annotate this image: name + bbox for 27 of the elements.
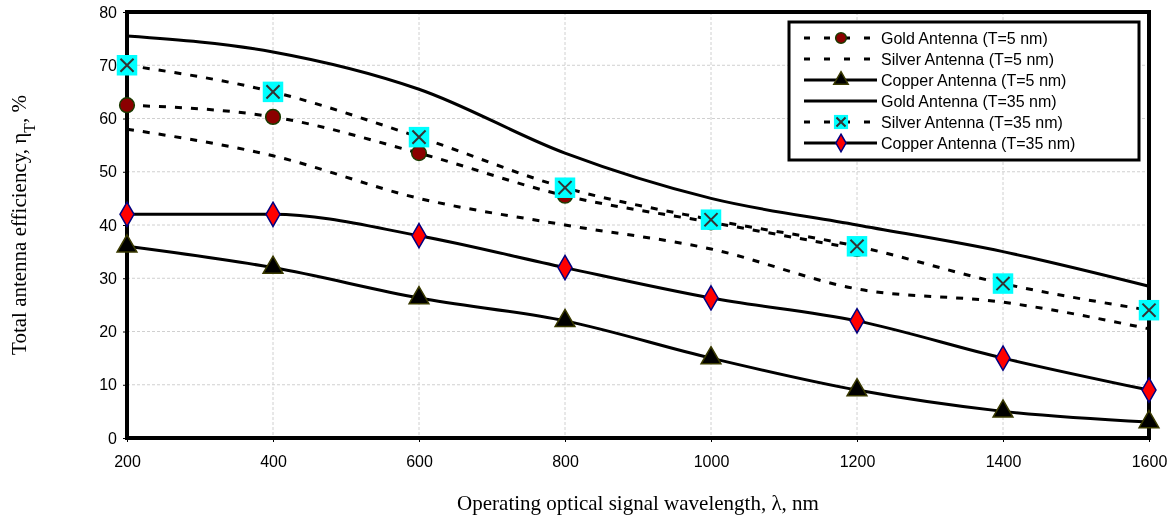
y-tick-label: 80	[99, 3, 118, 21]
legend-label: Copper Antenna (T=35 nm)	[881, 135, 1076, 152]
x-tick-label: 1200	[839, 453, 876, 471]
x-tick-label: 600	[406, 453, 433, 471]
point	[264, 108, 282, 125]
legend-label: Copper Antenna (T=5 nm)	[881, 72, 1067, 89]
y-tick-label: 50	[99, 163, 118, 181]
y-tick-label: 70	[99, 56, 118, 74]
y-tick-label: 0	[108, 429, 118, 447]
x-tick-label: 400	[260, 453, 287, 471]
x-tick-label: 800	[552, 453, 579, 471]
y-tick-label: 40	[99, 216, 118, 234]
x-tick-label: 200	[114, 453, 141, 471]
x-tick-label: 1600	[1131, 453, 1168, 471]
legend-label: Gold Antenna (T=35 nm)	[881, 93, 1057, 110]
legend-label: Silver Antenna (T=35 nm)	[881, 114, 1063, 131]
point	[118, 97, 136, 114]
y-tick-label: 30	[99, 269, 118, 287]
point	[410, 145, 428, 162]
y-tick-label: 60	[99, 110, 118, 128]
y-tick-label: 10	[99, 376, 118, 394]
x-tick-label: 1000	[693, 453, 730, 471]
x-axis-title: Operating optical signal wavelength, λ, nm	[457, 491, 819, 515]
legend-label: Silver Antenna (T=5 nm)	[881, 51, 1054, 68]
x-tick-label: 1400	[985, 453, 1022, 471]
legend-label: Gold Antenna (T=5 nm)	[881, 30, 1048, 47]
y-tick-label: 20	[99, 323, 118, 341]
